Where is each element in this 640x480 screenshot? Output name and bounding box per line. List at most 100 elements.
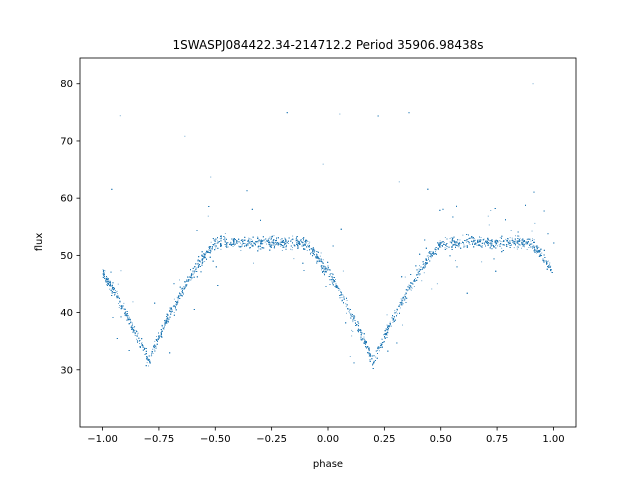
data-point — [299, 239, 301, 241]
data-point — [243, 243, 245, 244]
data-point — [136, 340, 138, 342]
data-point — [389, 321, 391, 323]
data-point — [368, 355, 370, 357]
data-point — [462, 234, 464, 236]
data-point — [395, 312, 397, 313]
data-point — [236, 241, 238, 242]
data-point — [426, 258, 427, 260]
data-point — [400, 301, 402, 303]
data-point — [109, 283, 111, 284]
data-point — [323, 272, 325, 274]
data-point — [119, 305, 120, 306]
data-point — [230, 244, 231, 245]
data-point — [132, 322, 133, 324]
data-point — [165, 320, 166, 322]
data-point — [184, 286, 186, 288]
data-point — [398, 181, 400, 183]
data-point — [208, 246, 209, 248]
data-point — [404, 297, 406, 299]
data-point — [520, 240, 522, 242]
data-point — [330, 276, 332, 278]
data-point — [177, 299, 179, 301]
data-point — [154, 345, 156, 347]
data-point — [529, 244, 531, 246]
data-point — [169, 309, 171, 311]
data-point — [200, 261, 202, 263]
data-point — [192, 271, 194, 273]
data-point — [332, 273, 334, 275]
data-point — [297, 242, 299, 244]
data-point — [414, 280, 416, 282]
data-point — [341, 294, 343, 295]
data-point — [458, 246, 460, 248]
data-point — [296, 237, 297, 239]
data-point — [153, 348, 155, 350]
data-point — [147, 358, 148, 360]
data-point — [339, 289, 341, 291]
data-point — [505, 238, 507, 240]
data-point — [175, 305, 177, 306]
data-point — [516, 248, 518, 250]
data-point — [208, 249, 210, 251]
data-point — [295, 240, 297, 242]
data-point — [128, 316, 130, 318]
data-point — [320, 259, 322, 261]
data-point — [137, 333, 139, 335]
data-point — [550, 270, 552, 272]
data-point — [406, 290, 408, 292]
data-point — [296, 239, 298, 241]
data-point — [331, 281, 333, 283]
data-point — [511, 237, 513, 239]
data-point — [402, 303, 404, 305]
data-point — [309, 241, 311, 243]
data-point — [427, 255, 429, 257]
data-point — [268, 238, 270, 240]
data-point — [240, 242, 241, 244]
data-point — [235, 243, 236, 245]
data-point — [123, 302, 125, 304]
data-point — [245, 243, 247, 245]
data-point — [421, 280, 423, 282]
data-point — [127, 317, 129, 319]
data-point — [304, 241, 306, 243]
data-point — [249, 240, 251, 242]
data-point — [119, 300, 121, 302]
data-point — [378, 350, 380, 352]
data-point — [533, 245, 535, 247]
data-point — [109, 288, 110, 290]
data-point — [419, 265, 420, 267]
data-point — [342, 294, 344, 296]
data-point — [186, 284, 188, 286]
data-point — [374, 362, 375, 364]
data-point — [194, 270, 196, 272]
data-point — [136, 338, 137, 340]
data-point — [291, 239, 293, 241]
data-point — [444, 244, 446, 245]
data-point — [264, 241, 266, 243]
data-point — [540, 248, 542, 250]
data-point — [510, 230, 512, 231]
data-point — [322, 262, 324, 264]
data-point — [517, 245, 519, 247]
data-point — [542, 259, 544, 261]
data-point — [385, 330, 386, 332]
data-point — [280, 244, 282, 246]
data-point — [481, 245, 483, 247]
data-point — [498, 240, 500, 242]
data-point — [299, 243, 301, 245]
data-point — [399, 307, 401, 309]
data-point — [457, 242, 459, 244]
data-point — [249, 242, 251, 244]
data-point — [381, 342, 383, 344]
data-point — [532, 248, 534, 249]
data-point — [266, 240, 267, 242]
data-point — [536, 252, 537, 254]
chart-title: 1SWASPJ084422.34-214712.2 Period 35906.9… — [172, 38, 483, 52]
data-point — [423, 272, 425, 274]
data-point — [240, 250, 242, 251]
data-point — [256, 241, 257, 243]
data-point — [386, 334, 388, 336]
data-point — [210, 251, 212, 253]
data-point — [405, 294, 407, 296]
data-point — [172, 306, 174, 308]
